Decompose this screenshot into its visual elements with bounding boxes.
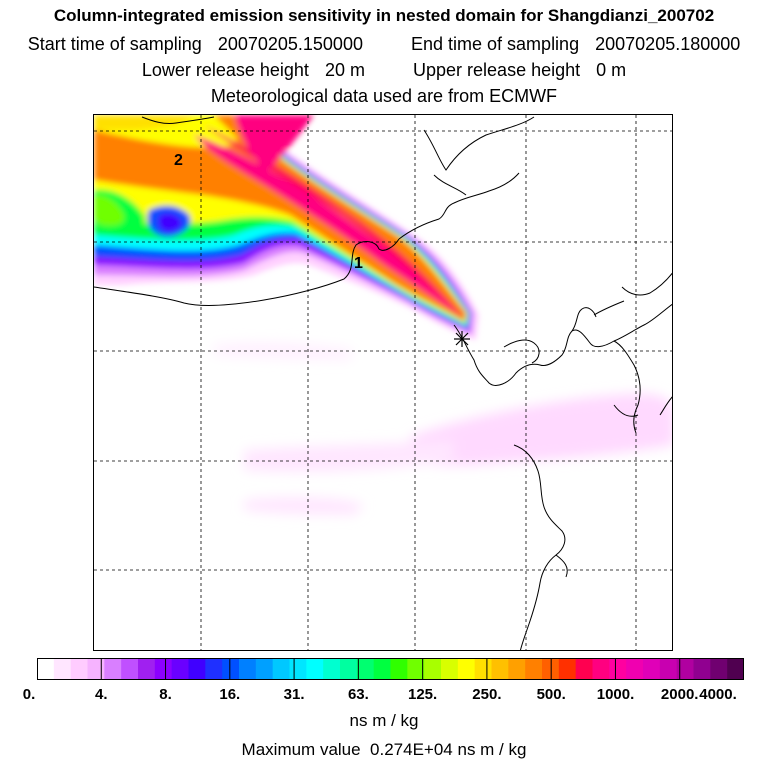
colorbar-tick-label: 31. [283,686,305,703]
colorbar-cell [441,658,459,680]
colorbar-tick-label: 0. [22,686,36,703]
colorbar-cell [239,658,257,680]
colorbar-cell [138,658,156,680]
max-value: 0.274E+04 ns m / kg [370,740,527,759]
release-height-line: Lower release height 20 m Upper release … [0,60,768,80]
colorbar-cell [525,658,543,680]
sensitivity-map: 2 1 [94,115,672,650]
met-data-line: Meteorological data used are from ECMWF [210,86,558,106]
colorbar-cell [340,658,358,680]
map-frame: 2 1 [93,114,673,651]
upper-height-value: 0 m [596,60,627,80]
colorbar-cell [37,658,55,680]
colorbar-cell [171,658,190,680]
colorbar-cell [575,658,594,680]
colorbar-frame [37,658,744,680]
colorbar-cell [272,658,291,680]
colorbar-cell [508,658,526,680]
colorbar-cell [205,658,223,680]
plot-title: Column-integrated emission sensitivity i… [53,6,715,25]
colorbar-cell [424,658,442,680]
sampling-time-line: Start time of sampling 20070205.150000 E… [0,34,768,54]
colorbar-cell [188,658,206,680]
colorbar-cell [373,658,392,680]
colorbar-tick-label: 250. [472,686,502,703]
colorbar [37,658,744,680]
colorbar-cell [87,658,105,680]
colorbar-tick-label: 2000. [660,686,699,703]
colorbar-cell [121,658,139,680]
trajectory-marker-2: 2 [174,152,183,169]
coastlines [94,116,672,650]
plume-field [94,115,479,340]
colorbar-cell [558,658,577,680]
colorbar-cell [306,658,324,680]
colorbar-tick-label: 1000. [596,686,635,703]
end-time-label: End time of sampling [411,34,580,54]
receptor-star-icon [454,331,470,347]
colorbar-tick-label: 4. [95,686,108,703]
lower-height-label: Lower release height [141,60,309,80]
colorbar-tick-label: 4000. [699,686,737,703]
colorbar-cell [390,658,408,680]
colorbar-cell [457,658,476,680]
colorbar-dividers [100,658,681,680]
colorbar-cell [609,658,627,680]
start-time-label: Start time of sampling [27,34,202,54]
colorbar-cell [53,658,72,680]
colorbar-cell [643,658,661,680]
colorbar-tick-label: 63. [347,686,369,703]
colorbar-cell [70,658,89,680]
colorbar-cell [727,658,744,680]
colorbar-tick-label: 8. [159,686,172,703]
colorbar-tick-label: 16. [219,686,241,703]
lat-lon-grid [94,115,672,650]
colorbar-cell [474,658,493,680]
low-sensitivity-field [214,342,672,515]
colorbar-cell [154,658,173,680]
maximum-value-line: Maximum value 0.274E+04 ns m / kg [0,740,768,760]
colorbar-cell [222,658,240,680]
colorbar-cell [255,658,274,680]
colorbar-cell [592,658,610,680]
colorbar-cell [104,658,122,680]
colorbar-cell [626,658,644,680]
colorbar-cell [323,658,341,680]
colorbar-cell [289,658,307,680]
colorbar-cell [693,658,711,680]
upper-height-label: Upper release height [413,60,581,80]
colorbar-cell [676,658,695,680]
colorbar-cell [710,658,728,680]
colorbar-unit: ns m / kg [349,711,419,730]
colorbar-tick-label: 500. [536,686,566,703]
colorbar-cell [356,658,375,680]
end-time-value: 20070205.180000 [595,34,741,54]
colorbar-cell [659,658,678,680]
max-value-label: Maximum value [241,740,361,759]
colorbar-cell [491,658,509,680]
colorbar-cell [407,658,425,680]
trajectory-marker-1: 1 [354,255,363,272]
colorbar-tick-label: 125. [407,686,438,703]
start-time-value: 20070205.150000 [217,34,363,54]
lower-height-value: 20 m [324,60,365,80]
colorbar-cells [37,658,744,680]
